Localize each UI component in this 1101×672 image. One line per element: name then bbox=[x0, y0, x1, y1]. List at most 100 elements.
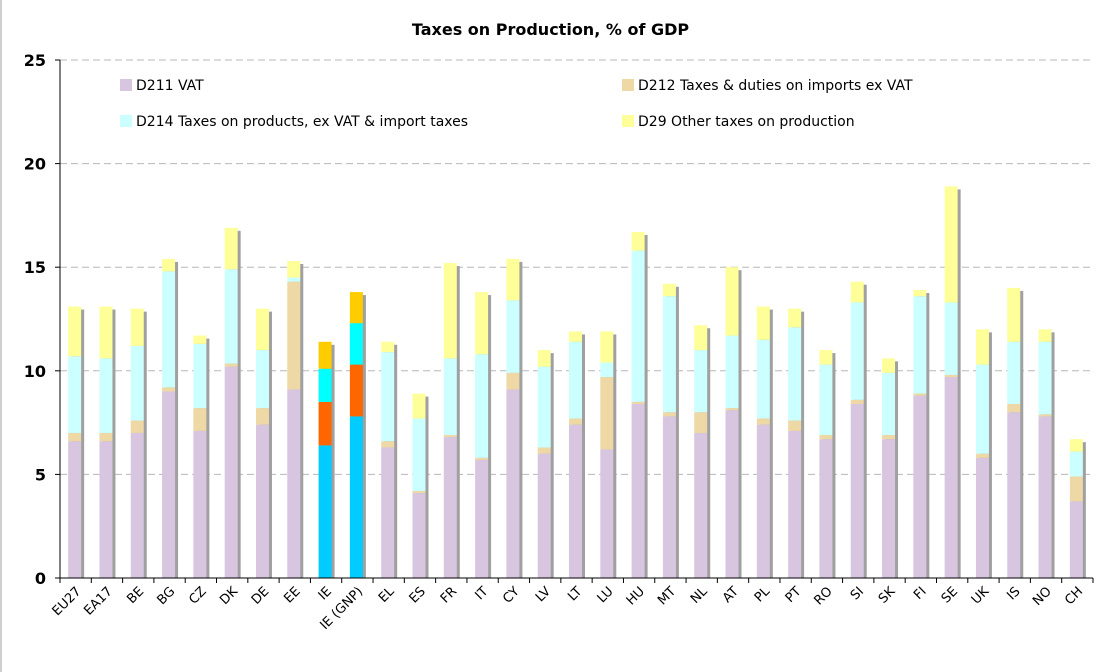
bar-segment bbox=[1069, 501, 1083, 578]
bar-segment bbox=[725, 410, 739, 578]
x-tick-label: SK bbox=[876, 584, 899, 607]
x-tick-label: UK bbox=[969, 584, 993, 608]
y-tick-label: 0 bbox=[35, 569, 46, 588]
bar-segment bbox=[975, 364, 989, 454]
x-tick-label: PT bbox=[783, 584, 805, 606]
bar-segment bbox=[318, 445, 332, 578]
chart-title: Taxes on Production, % of GDP bbox=[411, 20, 690, 39]
legend-item-d214: D214 Taxes on products, ex VAT & import … bbox=[120, 114, 468, 130]
bar-segment bbox=[443, 437, 457, 578]
bar-segment bbox=[443, 358, 457, 436]
x-tick-label: FI bbox=[911, 584, 930, 603]
bar-segment bbox=[224, 363, 238, 367]
bar-segment bbox=[694, 412, 708, 433]
bar-segment bbox=[882, 372, 896, 436]
y-tick-label: 15 bbox=[24, 258, 46, 277]
bar-segment bbox=[224, 269, 238, 364]
bar-segment bbox=[537, 447, 551, 454]
bar-segment bbox=[569, 424, 582, 578]
bar-segment bbox=[99, 306, 113, 359]
legend-swatch-d211 bbox=[120, 79, 132, 91]
bar-segment bbox=[318, 401, 332, 446]
bar-segment bbox=[850, 399, 864, 404]
bar-segment bbox=[349, 292, 363, 324]
bar-segment bbox=[381, 447, 395, 578]
legend-label-d211: D211 VAT bbox=[136, 78, 204, 94]
bar-segment bbox=[255, 308, 269, 351]
x-tick-label: CZ bbox=[186, 584, 209, 607]
bar-segment bbox=[944, 374, 958, 378]
x-tick-label: EE bbox=[281, 584, 303, 606]
bar-segment bbox=[944, 302, 958, 375]
bar-segment bbox=[475, 459, 489, 578]
y-tick-label: 20 bbox=[24, 155, 46, 174]
bar-segment bbox=[944, 377, 958, 578]
bar-segment bbox=[725, 267, 739, 336]
x-tick-label: ES bbox=[407, 584, 429, 606]
bar-segment bbox=[913, 395, 927, 578]
bar-segment bbox=[255, 350, 269, 409]
bar-segment bbox=[1007, 412, 1021, 578]
bar-segment bbox=[913, 289, 927, 297]
bar-segment bbox=[725, 408, 739, 411]
bar-segment bbox=[349, 416, 363, 578]
bar-segment bbox=[318, 341, 332, 369]
x-tick-label: LT bbox=[565, 584, 585, 604]
bar-segment bbox=[850, 403, 864, 578]
legend-item-d211: D211 VAT bbox=[120, 78, 204, 94]
y-tick-label: 25 bbox=[24, 51, 46, 70]
bar-segment bbox=[600, 449, 614, 578]
bar-segment bbox=[506, 389, 520, 578]
bar-segment bbox=[975, 453, 989, 458]
bar-segment bbox=[68, 441, 82, 578]
bar-segment bbox=[412, 493, 426, 578]
bar-segment bbox=[1038, 341, 1052, 415]
bar-segment bbox=[162, 387, 176, 392]
bar-segment bbox=[506, 372, 520, 390]
bar-segment bbox=[193, 430, 207, 578]
x-tick-label: EL bbox=[376, 584, 398, 606]
bar-segment bbox=[287, 281, 301, 390]
bar-segment bbox=[694, 432, 708, 578]
legend-label-d29: D29 Other taxes on production bbox=[638, 114, 855, 130]
x-tick-label: NL bbox=[688, 584, 711, 607]
bar-segment bbox=[662, 283, 676, 297]
bar-segment bbox=[537, 366, 551, 448]
bar-segment bbox=[506, 258, 520, 301]
x-tick-label: FR bbox=[438, 584, 460, 606]
bar-segment bbox=[850, 281, 864, 303]
legend-label-d214: D214 Taxes on products, ex VAT & import … bbox=[136, 114, 469, 130]
bar-segment bbox=[756, 418, 770, 425]
x-tick-label: IT bbox=[472, 584, 491, 603]
x-tick-label: LU bbox=[595, 584, 617, 606]
bar-segment bbox=[882, 439, 896, 578]
bar-segment bbox=[193, 408, 207, 431]
bar-segment bbox=[1038, 414, 1052, 417]
bar-segment bbox=[412, 418, 426, 491]
bar-segment bbox=[68, 356, 82, 433]
bar-segment bbox=[569, 418, 582, 425]
bar-segment bbox=[193, 335, 207, 344]
bar-segment bbox=[162, 391, 176, 578]
bar-segment bbox=[756, 339, 770, 419]
legend-swatch-d29 bbox=[622, 115, 634, 127]
x-tick-label: DK bbox=[217, 584, 241, 608]
legend-item-d212: D212 Taxes & duties on imports ex VAT bbox=[622, 78, 913, 94]
bar-segment bbox=[694, 350, 708, 413]
bar-segment bbox=[287, 260, 301, 278]
bar-segment bbox=[569, 341, 582, 419]
bar-segment bbox=[850, 302, 864, 400]
bar-segment bbox=[662, 296, 676, 413]
x-tick-label: CH bbox=[1062, 584, 1086, 608]
y-tick-label: 5 bbox=[35, 465, 46, 484]
legend-swatch-d214 bbox=[120, 115, 132, 127]
bar-segment bbox=[224, 366, 238, 578]
bar-segment bbox=[1069, 439, 1083, 452]
bar-segment bbox=[975, 329, 989, 365]
bar-segment bbox=[506, 300, 520, 373]
bar-segment bbox=[68, 306, 82, 357]
bar-segment bbox=[756, 306, 770, 340]
bar-segment bbox=[318, 368, 332, 402]
